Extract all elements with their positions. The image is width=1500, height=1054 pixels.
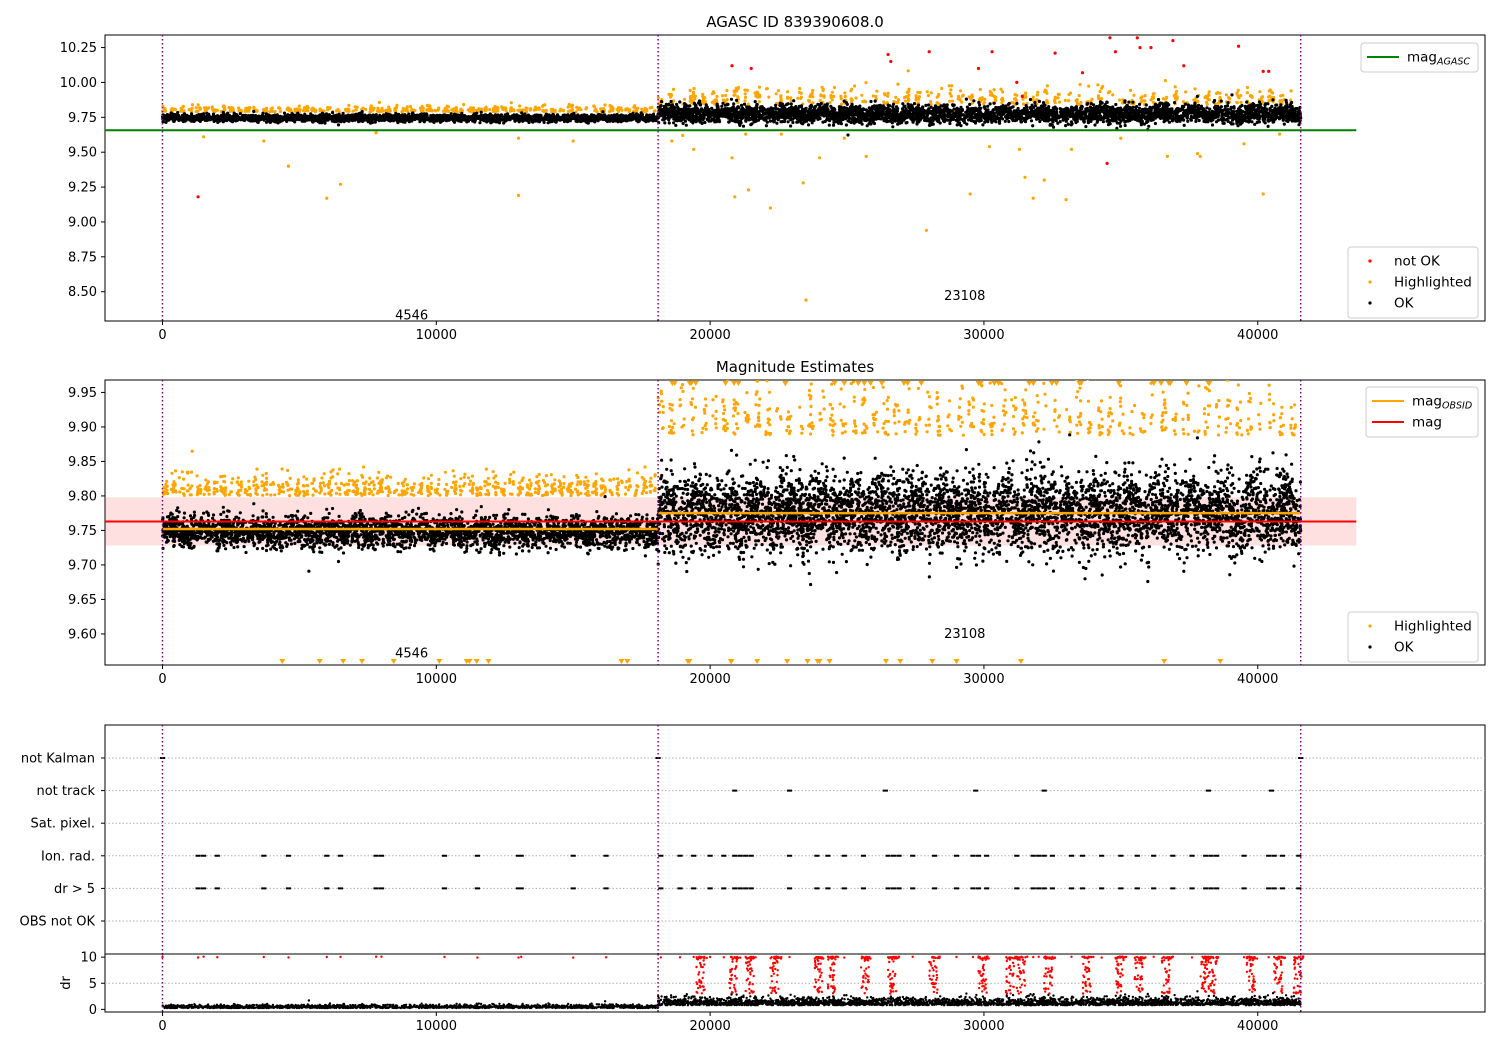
panel-1-axes [104, 34, 1486, 322]
panel-2-axes [104, 379, 1486, 666]
y-tick-label: 9.50 [68, 146, 97, 161]
panel-4-plot-area [105, 955, 1485, 1010]
x-tick-label: 40000 [1237, 328, 1278, 343]
y-tick-label: 8.50 [68, 285, 97, 300]
flag-points [195, 887, 1302, 890]
legend-label: OK [1394, 640, 1415, 656]
x-axis-1: 0 10000 20000 30000 40000 [158, 665, 1278, 687]
legend-0-1: not OK Highlighted OK [1347, 246, 1479, 319]
panel-2-title: Magnitude Estimates [716, 358, 874, 376]
flag-category-label: OBS not OK [20, 915, 96, 930]
obsid-count-label: 4546 [395, 308, 428, 323]
y-tick-label: 10 [80, 951, 97, 966]
dr-not-ok-points [161, 955, 1305, 995]
legend-label: Highlighted [1394, 619, 1472, 635]
y-tick-label: 9.70 [68, 558, 97, 573]
flag-category-label: not Kalman [21, 752, 95, 767]
ok-points [161, 433, 1303, 587]
x-tick-label: 0 [158, 1019, 166, 1034]
y-tick-label: 9.00 [68, 215, 97, 230]
flag-points [195, 854, 1302, 857]
legend-label-subscript: AGASC [1436, 57, 1470, 68]
dr-axis-label: dr [59, 976, 74, 990]
y-tick-label: 9.90 [68, 420, 97, 435]
panel-3-axes [104, 724, 1486, 955]
flag-category-label: Sat. pixel. [31, 817, 95, 832]
dr-ok-points [161, 990, 1302, 1010]
legend-swatch [1368, 645, 1372, 649]
x-tick-label: 20000 [689, 1019, 730, 1034]
y-axis-0: 8.50 8.75 9.00 9.25 9.50 9.75 10.00 10.25 [60, 41, 105, 300]
legend-swatch [1368, 259, 1372, 263]
x-tick-label: 20000 [689, 328, 730, 343]
panel-1-plot-area [105, 36, 1357, 302]
legend-label-subscript: OBSID [1442, 401, 1472, 412]
x-tick-label: 0 [158, 672, 166, 687]
legend-frame [1365, 386, 1479, 438]
legend-swatch [1368, 301, 1372, 305]
x-tick-label: 20000 [689, 672, 730, 687]
legend-label: not OK [1394, 254, 1441, 270]
y-tick-label: 9.25 [68, 181, 97, 196]
highlighted-outliers [202, 131, 1282, 302]
y-tick-label: 9.60 [68, 627, 97, 642]
x-tick-label: 40000 [1237, 1019, 1278, 1034]
legend-label: Highlighted [1394, 275, 1472, 291]
flag-category-label: Ion. rad. [41, 849, 95, 864]
flag-category-label: not track [36, 784, 95, 799]
y-tick-label: 10.00 [60, 76, 97, 91]
x-tick-label: 30000 [963, 672, 1004, 687]
panel-3-plot-area: not Kalman not track Sat. pixel. Ion. rad. d… [20, 752, 1485, 930]
y-axis-3: 0 5 10 [80, 951, 105, 1018]
x-tick-label: 40000 [1237, 672, 1278, 687]
legend-frame [1360, 42, 1479, 73]
y-tick-label: 9.85 [68, 455, 97, 470]
legend-label: mag [1412, 415, 1442, 431]
y-axis-1: 9.60 9.65 9.70 9.75 9.80 9.85 9.90 9.95 [68, 386, 105, 642]
x-axis-0: 0 10000 20000 30000 40000 [158, 321, 1278, 343]
legend-1-2: Highlighted OK [1347, 611, 1479, 663]
obsid-count-label: 23108 [944, 627, 985, 642]
y-tick-label: 8.75 [68, 250, 97, 265]
legend-frame [1347, 611, 1479, 663]
legend-swatch [1368, 280, 1372, 284]
obsid-count-label: 23108 [944, 289, 985, 304]
y-tick-label: 9.95 [68, 386, 97, 401]
legend-0-0: magAGASC [1360, 42, 1479, 73]
x-axis-3: 0 10000 20000 30000 40000 [158, 1012, 1278, 1034]
x-tick-label: 0 [158, 328, 166, 343]
y-tick-label: 9.65 [68, 593, 97, 608]
y-tick-label: 9.75 [68, 524, 97, 539]
x-tick-label: 30000 [963, 1019, 1004, 1034]
obsid-count-label: 4546 [395, 646, 428, 661]
y-tick-label: 9.80 [68, 489, 97, 504]
x-tick-label: 10000 [416, 328, 457, 343]
y-tick-label: 10.25 [60, 41, 97, 56]
y-tick-label: 5 [89, 977, 97, 992]
x-tick-label: 10000 [416, 1019, 457, 1034]
panel-1-title: AGASC ID 839390608.0 [706, 13, 884, 31]
x-tick-label: 30000 [963, 328, 1004, 343]
legend-frame [1347, 246, 1479, 319]
ok-points [161, 93, 1303, 137]
highlighted-points [161, 69, 1293, 114]
legend-label: OK [1394, 296, 1415, 312]
x-tick-label: 10000 [416, 672, 457, 687]
flag-category-label: dr > 5 [54, 882, 95, 897]
y-tick-label: 9.75 [68, 111, 97, 126]
legend-swatch [1368, 624, 1372, 628]
panel-2-plot-area [105, 380, 1357, 664]
y-tick-label: 0 [89, 1003, 97, 1018]
